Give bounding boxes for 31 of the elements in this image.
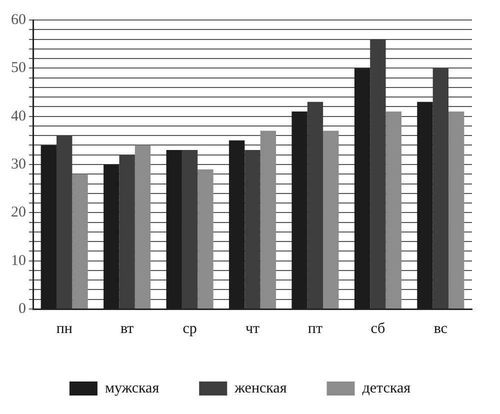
x-tick-label: чт <box>245 320 260 337</box>
y-tick-label: 30 <box>11 156 26 172</box>
bar <box>448 112 464 308</box>
x-tick-label: сб <box>370 320 386 337</box>
x-tick-label: ср <box>182 320 197 337</box>
legend-label: детская <box>362 380 411 396</box>
x-tick-label: вс <box>434 320 448 337</box>
bar <box>134 145 151 308</box>
bar <box>119 154 135 308</box>
bar <box>182 150 198 308</box>
bar <box>198 169 214 308</box>
bar <box>307 102 324 308</box>
bar <box>260 130 276 308</box>
legend-label: мужская <box>104 380 160 396</box>
x-tick-label: пт <box>308 320 323 337</box>
bar <box>56 136 72 308</box>
bar <box>370 39 386 308</box>
bar <box>432 68 448 308</box>
y-tick-label: 20 <box>11 204 26 221</box>
legend-label: женская <box>234 380 287 396</box>
x-tick-label: пн <box>56 320 72 337</box>
y-tick-label: 0 <box>18 300 26 317</box>
x-tick-label: вт <box>120 320 134 337</box>
bar <box>244 150 260 308</box>
bar <box>386 112 402 308</box>
bar <box>323 130 339 308</box>
y-tick-label: 60 <box>11 12 26 28</box>
bar <box>72 174 88 308</box>
y-tick-label: 50 <box>11 60 26 76</box>
y-tick-label: 40 <box>11 108 26 124</box>
y-tick-label: 10 <box>11 252 26 269</box>
